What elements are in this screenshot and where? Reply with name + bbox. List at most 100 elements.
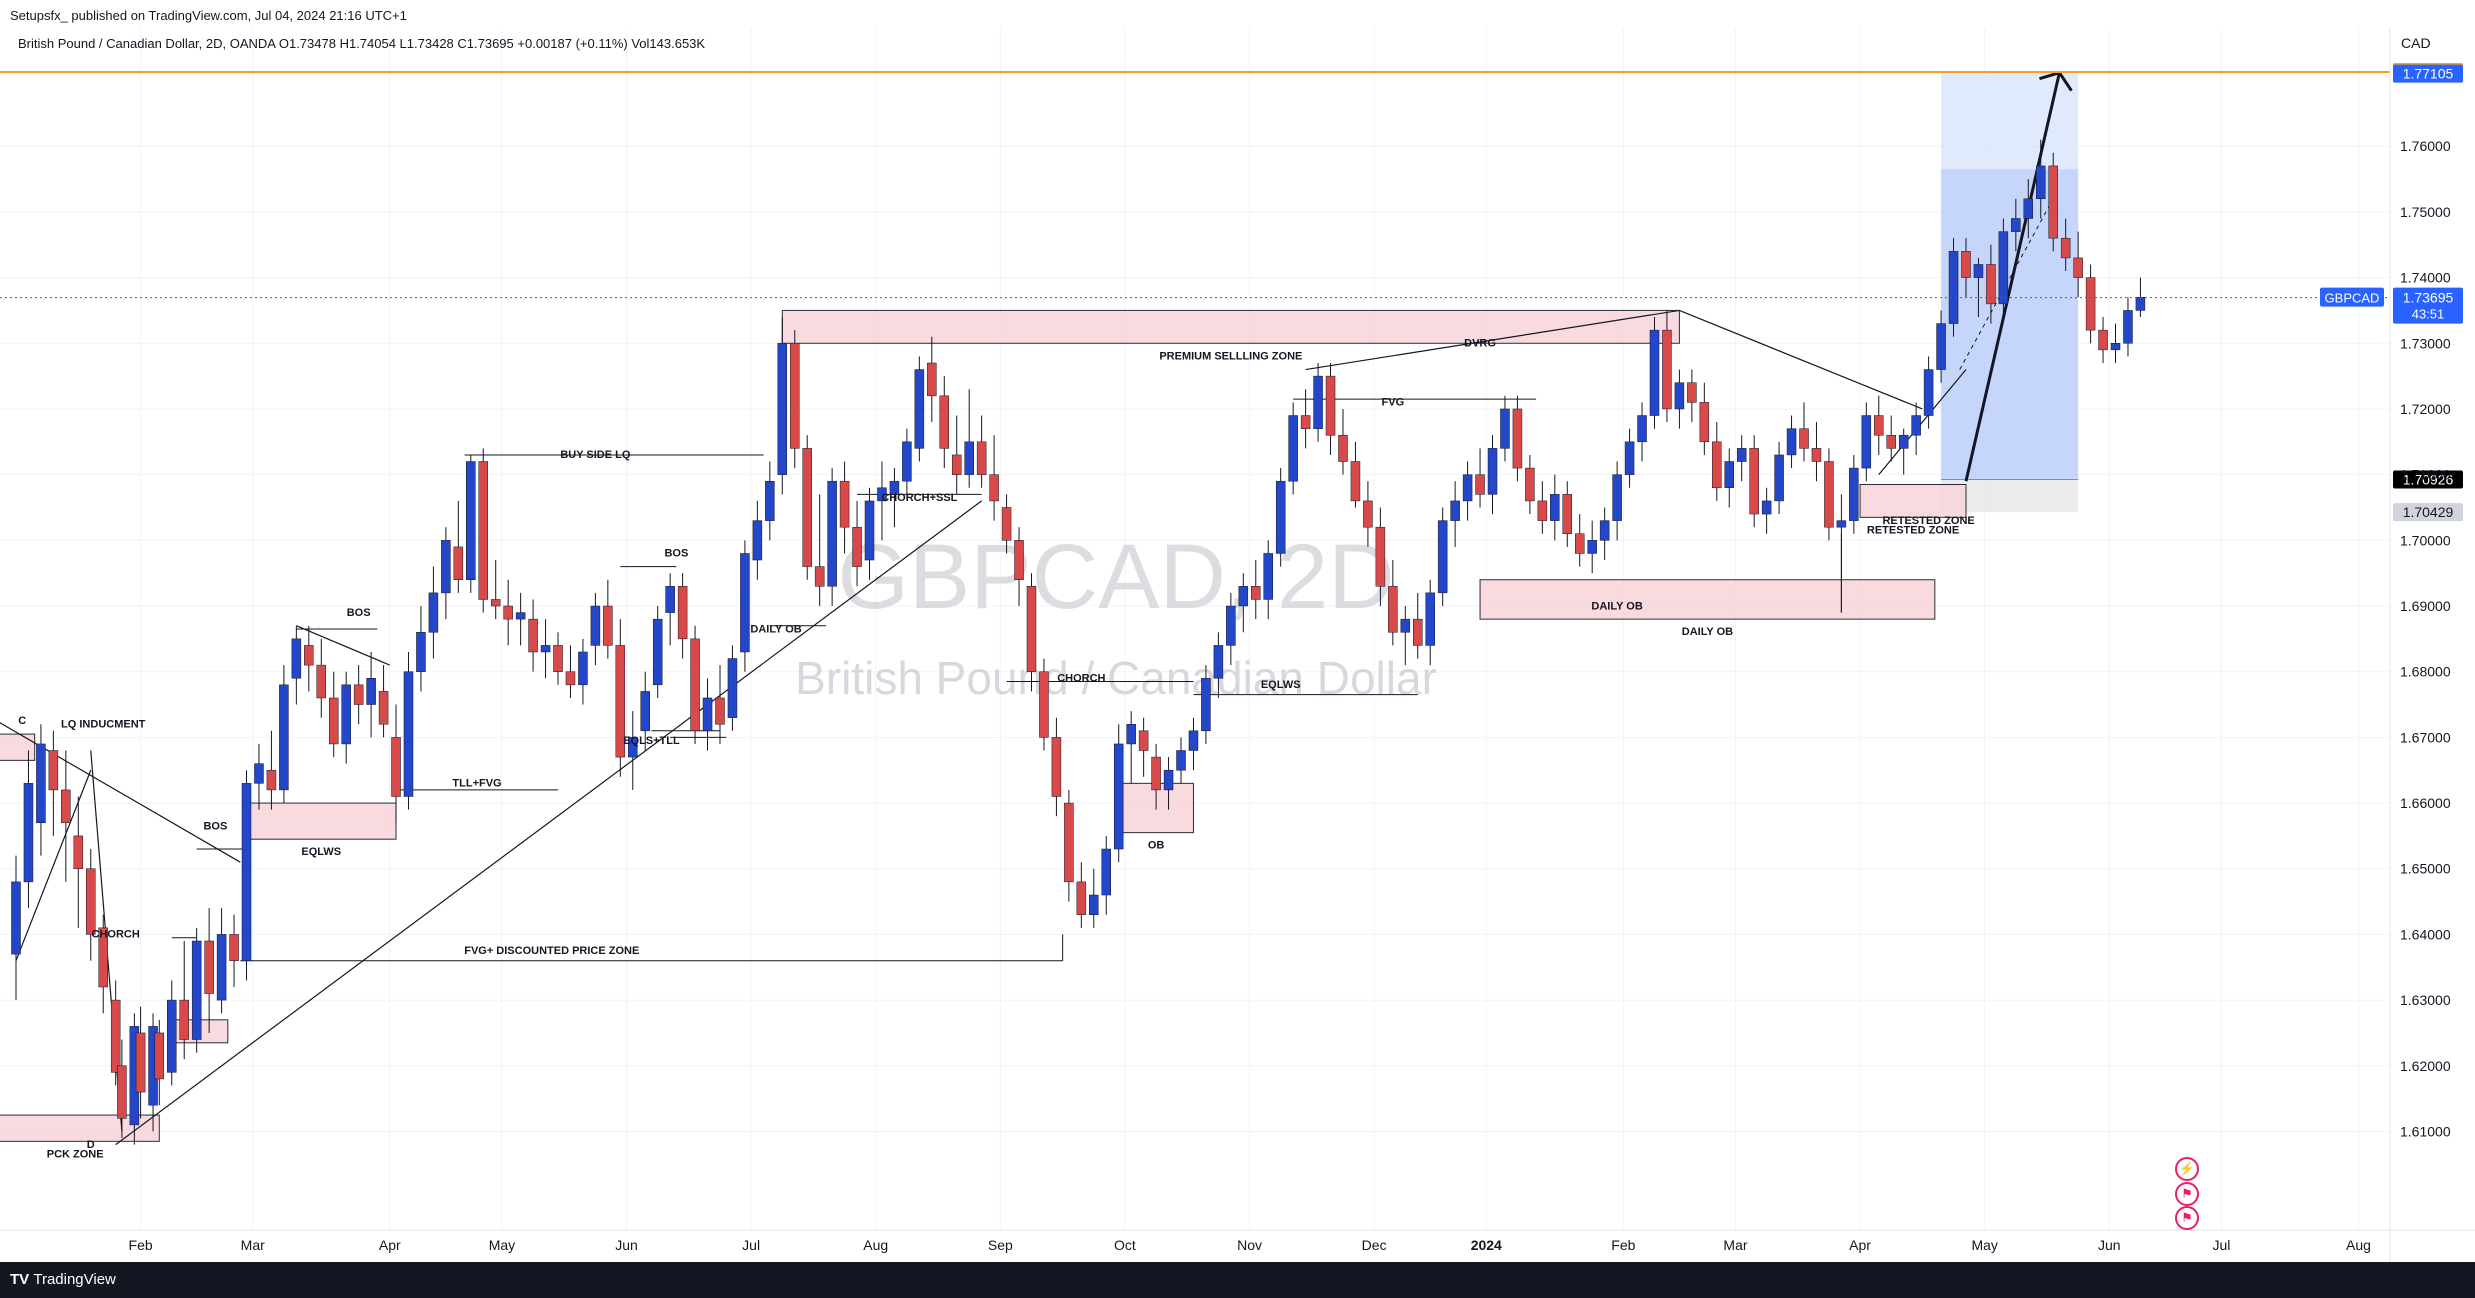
candle-up: [727, 658, 738, 718]
zone-box[interactable]: [246, 802, 397, 840]
trend-line[interactable]: [1878, 369, 1967, 476]
candle-down: [110, 999, 121, 1073]
candle-down: [328, 697, 339, 745]
candle-up: [702, 697, 713, 732]
candle-down: [603, 605, 613, 646]
candle-up: [1550, 494, 1560, 521]
price-levels[interactable]: 1.771311.771051.709261.70429GBPCAD1.7369…: [0, 62, 2463, 522]
candle-up: [1649, 329, 1660, 416]
candle-up: [777, 343, 788, 475]
annotation-label: BOS: [347, 607, 371, 619]
lightning-icon[interactable]: ⚡: [2175, 1157, 2199, 1181]
candle-up: [36, 743, 46, 824]
zone-box[interactable]: [1479, 579, 1936, 620]
supply-demand-zones[interactable]: [0, 309, 1967, 1142]
flag-icon[interactable]: ⚑: [2175, 1182, 2199, 1206]
x-tick-label: Feb: [129, 1237, 153, 1253]
x-tick-label: Jun: [615, 1237, 638, 1253]
forecast-arrow-line[interactable]: [1964, 72, 2061, 482]
header-bar: Setupsfx_ published on TradingView.com, …: [0, 0, 2475, 28]
candle-down: [490, 599, 501, 607]
trend-line[interactable]: [1305, 309, 1680, 371]
candle-up: [1736, 448, 1747, 462]
candle-up: [1400, 618, 1411, 633]
candle-up: [1998, 231, 2009, 305]
y-tick-label: 1.69000: [2400, 598, 2451, 614]
candle-up: [1163, 769, 1174, 791]
candle-down: [503, 605, 513, 620]
candle-up: [1500, 408, 1510, 449]
candle-down: [677, 586, 688, 640]
zone-box[interactable]: [1859, 483, 1967, 518]
candle-down: [1749, 448, 1759, 515]
candle-up: [2011, 218, 2021, 232]
zone-box[interactable]: [0, 733, 36, 761]
candle-up: [428, 592, 439, 633]
candle-up: [1624, 441, 1635, 475]
tradingview-logo[interactable]: TV TradingView: [10, 1271, 116, 1288]
candle-up: [11, 881, 21, 955]
published-caption: Setupsfx_ published on TradingView.com, …: [10, 8, 407, 23]
candle-up: [1288, 415, 1298, 482]
candle-down: [1699, 402, 1710, 443]
candle-up: [1101, 848, 1111, 896]
candle-up: [1425, 592, 1435, 646]
candle-up: [1724, 461, 1734, 489]
candle-down: [453, 546, 464, 580]
y-tick-label: 1.67000: [2400, 729, 2451, 745]
candle-down: [1562, 494, 1573, 535]
trend-line[interactable]: [0, 718, 241, 863]
candle-up: [1637, 415, 1647, 443]
gbpcad-candlestick-chart[interactable]: GBPCAD, 2D British Pound / Canadian Doll…: [0, 28, 2475, 1262]
y-tick-label: 1.75000: [2400, 204, 2451, 220]
price-label: 1.70926: [2403, 472, 2454, 488]
y-tick-label: 1.66000: [2400, 795, 2451, 811]
candle-up: [740, 553, 750, 653]
annotation-label: BOS: [203, 820, 227, 832]
candle-up: [254, 763, 264, 784]
candle-down: [2060, 237, 2071, 259]
y-tick-label: 1.61000: [2400, 1123, 2451, 1139]
candle-up: [1923, 369, 1934, 416]
candle-up: [2036, 165, 2046, 200]
y-tick-label: 1.73000: [2400, 335, 2451, 351]
candle-down: [2085, 277, 2096, 331]
x-tick-label: Apr: [379, 1237, 401, 1253]
candle-down: [1325, 375, 1336, 436]
bar-countdown-label: 43:51: [2412, 307, 2445, 322]
candle-up: [1462, 474, 1473, 502]
trend-line[interactable]: [115, 500, 983, 1146]
candle-down: [61, 789, 71, 824]
annotation-labels: PCK ZONE EQLWS PREMIUM SELLLING ZONE OB DAIL…: [18, 338, 1975, 1161]
zone-box[interactable]: [781, 309, 1680, 344]
y-tick-label: 1.65000: [2400, 861, 2451, 877]
y-tick-label: 1.74000: [2400, 270, 2451, 286]
candle-down: [927, 362, 937, 397]
trend-line[interactable]: [1679, 309, 1923, 410]
candle-up: [403, 671, 414, 797]
candle-down: [179, 999, 189, 1040]
candle-up: [1113, 743, 1124, 850]
candle-down: [2098, 329, 2108, 351]
candle-down: [852, 526, 862, 567]
events-icon[interactable]: ⚑: [2175, 1206, 2199, 1230]
annotation-label: RETESTED ZONE: [1882, 515, 1974, 527]
candle-up: [1188, 730, 1199, 751]
annotation-label: FVG+ DISCOUNTED PRICE ZONE: [464, 945, 639, 957]
candle-up: [578, 651, 588, 686]
watermark: GBPCAD, 2D British Pound / Canadian Doll…: [795, 526, 1437, 704]
candle-down: [1824, 461, 1834, 528]
last-price-bg: [2393, 287, 2463, 324]
candle-down: [1512, 408, 1523, 469]
trend-line[interactable]: [296, 625, 391, 666]
price-label: 1.70429: [2403, 504, 2454, 520]
candle-down: [814, 566, 825, 587]
candle-down: [86, 868, 96, 935]
annotation-label: TLL+FVG: [452, 778, 501, 790]
axes[interactable]: CAD 1.76000 1.75000 1.74000 1.73000 1.72000 1…: [0, 28, 2475, 1262]
candle-up: [1898, 434, 1909, 449]
candle-down: [1138, 730, 1149, 751]
candle-up: [902, 441, 912, 482]
price-label-bg: [2393, 64, 2463, 83]
candle-down: [1375, 526, 1386, 587]
